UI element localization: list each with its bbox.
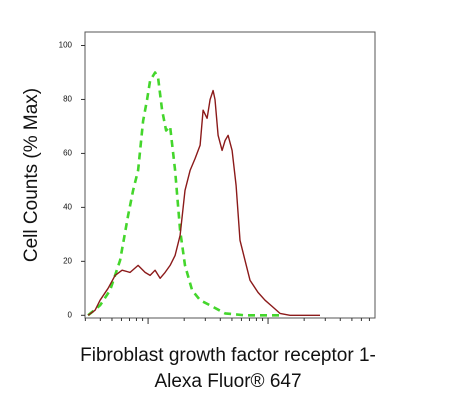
y-tick-label: 100 xyxy=(59,41,73,50)
y-tick-label: 80 xyxy=(63,95,72,104)
y-tick-label: 0 xyxy=(68,310,73,319)
y-tick-label: 60 xyxy=(63,149,72,158)
y-tick-label: 40 xyxy=(63,202,72,211)
series-line xyxy=(87,89,320,316)
plot-frame xyxy=(84,31,376,319)
x-axis-title: Fibroblast growth factor receptor 1- xyxy=(80,345,376,366)
y-axis-title: Cell Counts (% Max) xyxy=(21,88,42,262)
x-axis-title: Alexa Fluor® 647 xyxy=(154,371,301,392)
series-line xyxy=(87,71,280,317)
y-tick-label: 20 xyxy=(63,256,72,265)
